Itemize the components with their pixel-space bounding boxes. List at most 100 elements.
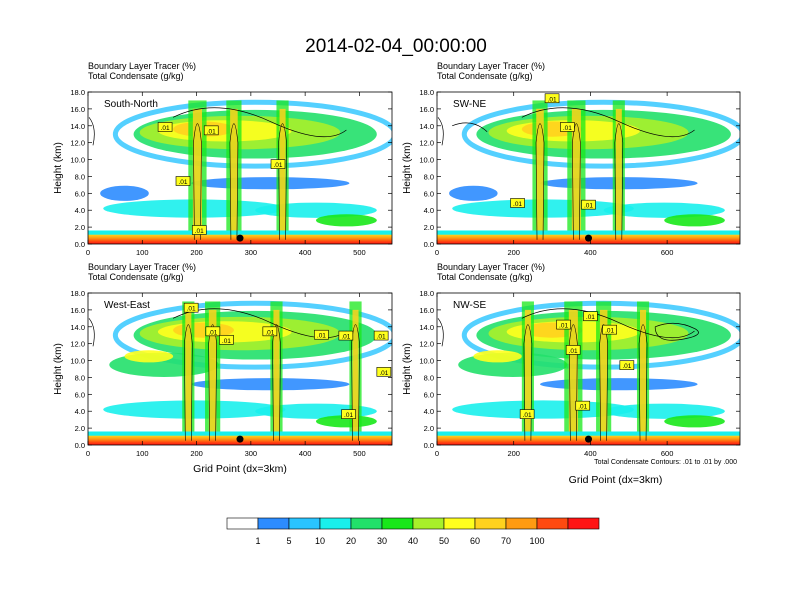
location-marker: [236, 435, 244, 443]
contour-label: .01: [341, 334, 350, 341]
contour-label-box: [373, 330, 389, 341]
y-tick-label: 6.0: [75, 189, 85, 198]
contour-footnote: Total Condensate Contours: .01 to .01 by…: [594, 459, 737, 466]
contour-label-box: [270, 159, 286, 169]
contour-line: [88, 117, 95, 146]
mid-yellow-left: [473, 350, 522, 363]
colorbar-label: 10: [315, 536, 325, 546]
y-tick-label: 18.0: [419, 88, 434, 97]
contour-label-box: [157, 122, 173, 132]
colorbar-swatch: [536, 517, 569, 530]
panel-name: SW-NE: [453, 99, 486, 110]
y-tick-label: 8.0: [75, 172, 85, 181]
anvil-halo: [112, 300, 392, 370]
x-tick-label: 400: [584, 248, 597, 257]
y-tick-label: 18.0: [419, 289, 434, 298]
low-green-cell: [664, 415, 725, 428]
colorbar-swatch: [381, 517, 414, 530]
y-tick-label: 14.0: [70, 122, 85, 131]
low-green-cell: [316, 214, 377, 227]
y-tick-label: 8.0: [75, 373, 85, 382]
x-tick-label: 500: [353, 248, 366, 257]
mid-yellow-left: [124, 350, 174, 363]
y-tick-label: 2.0: [424, 424, 434, 433]
y-tick-label: 2.0: [424, 223, 434, 232]
contour-label-box: [183, 302, 199, 313]
contour-label: .01: [208, 329, 217, 336]
y-tick-label: 12.0: [419, 340, 434, 349]
colorbar: 1 5 10 20 30 40 50 60 70 100: [226, 517, 600, 546]
y-tick-label: 14.0: [419, 323, 434, 332]
tower-core: [279, 108, 286, 244]
panel-west-east: Boundary Layer Tracer (%)Total Condensat…: [53, 262, 393, 475]
panel-name: West-East: [104, 300, 150, 311]
low-blue-left: [449, 185, 498, 201]
panel-nw-se: Boundary Layer Tracer (%)Total Condensat…: [402, 262, 741, 486]
contour-label: .01: [605, 328, 614, 335]
colorbar-swatch: [505, 517, 538, 530]
colorbar-swatch: [319, 517, 352, 530]
tower-core: [599, 309, 608, 445]
contour-line: [229, 123, 239, 240]
contour-label: .01: [569, 348, 578, 355]
mid-blue-band: [540, 378, 698, 391]
contour-label: .01: [622, 363, 631, 370]
y-tick-label: 16.0: [419, 306, 434, 315]
x-tick-label: 300: [245, 449, 258, 458]
tower-core: [571, 108, 581, 244]
x-tick-label: 400: [584, 449, 597, 458]
y-axis-label: Height (km): [53, 343, 64, 395]
contour-label-box: [583, 311, 598, 321]
contour-label-box: [262, 326, 278, 337]
figure-title: 2014-02-04_00:00:00: [305, 36, 487, 57]
y-tick-label: 8.0: [424, 373, 434, 382]
colorbar-label: 60: [470, 536, 480, 546]
x-tick-label: 100: [136, 248, 149, 257]
colorbar-swatch: [474, 517, 507, 530]
contour-label-box: [560, 122, 575, 132]
y-tick-label: 14.0: [419, 122, 434, 131]
colorbar-label: 70: [501, 536, 511, 546]
contour-line: [351, 324, 360, 441]
contour-label-box: [205, 326, 221, 337]
contour-line: [452, 122, 488, 133]
contour-line: [88, 318, 95, 347]
contour-line: [569, 324, 578, 441]
x-tick-label: 0: [435, 449, 439, 458]
tower-core: [640, 309, 647, 445]
colorbar-swatch: [350, 517, 383, 530]
plot-frame: [87, 292, 393, 446]
contour-line: [172, 308, 347, 339]
tower-core: [230, 108, 238, 244]
contour-label-box: [581, 199, 596, 210]
panel-title-line1: Boundary Layer Tracer (%): [88, 61, 196, 71]
contour-label: .01: [559, 323, 568, 330]
contour-label: .01: [265, 329, 274, 336]
contour-label: .01: [584, 203, 593, 210]
x-tick-label: 200: [190, 449, 203, 458]
y-tick-label: 10.0: [419, 156, 434, 165]
panel-south-north: Boundary Layer Tracer (%)Total Condensat…: [53, 61, 393, 257]
contour-label-box: [575, 400, 591, 411]
contour-label: .01: [377, 334, 386, 341]
contour-label-box: [544, 93, 560, 104]
panel-title-line2: Total Condensate (g/kg): [88, 272, 184, 282]
colorbar-label: 30: [377, 536, 387, 546]
contour-label: .01: [523, 412, 532, 419]
y-tick-label: 0.0: [75, 441, 85, 450]
x-tick-label: 400: [299, 449, 312, 458]
contour-label: .01: [513, 201, 522, 208]
y-tick-label: 2.0: [75, 223, 85, 232]
tower-core: [208, 309, 217, 445]
contour-label: .01: [222, 338, 231, 345]
y-tick-label: 12.0: [419, 139, 434, 148]
contour-label-box: [314, 329, 329, 340]
plot-frame: [87, 91, 393, 245]
panel-title-line2: Total Condensate (g/kg): [88, 71, 184, 81]
heatmap-field: .01 .01 .01 .01 .01 .01 .01 .01 .01: [88, 293, 392, 445]
x-tick-label: 0: [86, 248, 90, 257]
x-tick-label: 200: [507, 248, 520, 257]
tower-core: [536, 108, 544, 244]
panel-title-line1: Boundary Layer Tracer (%): [437, 262, 545, 272]
panel-title-line2: Total Condensate (g/kg): [437, 272, 533, 282]
